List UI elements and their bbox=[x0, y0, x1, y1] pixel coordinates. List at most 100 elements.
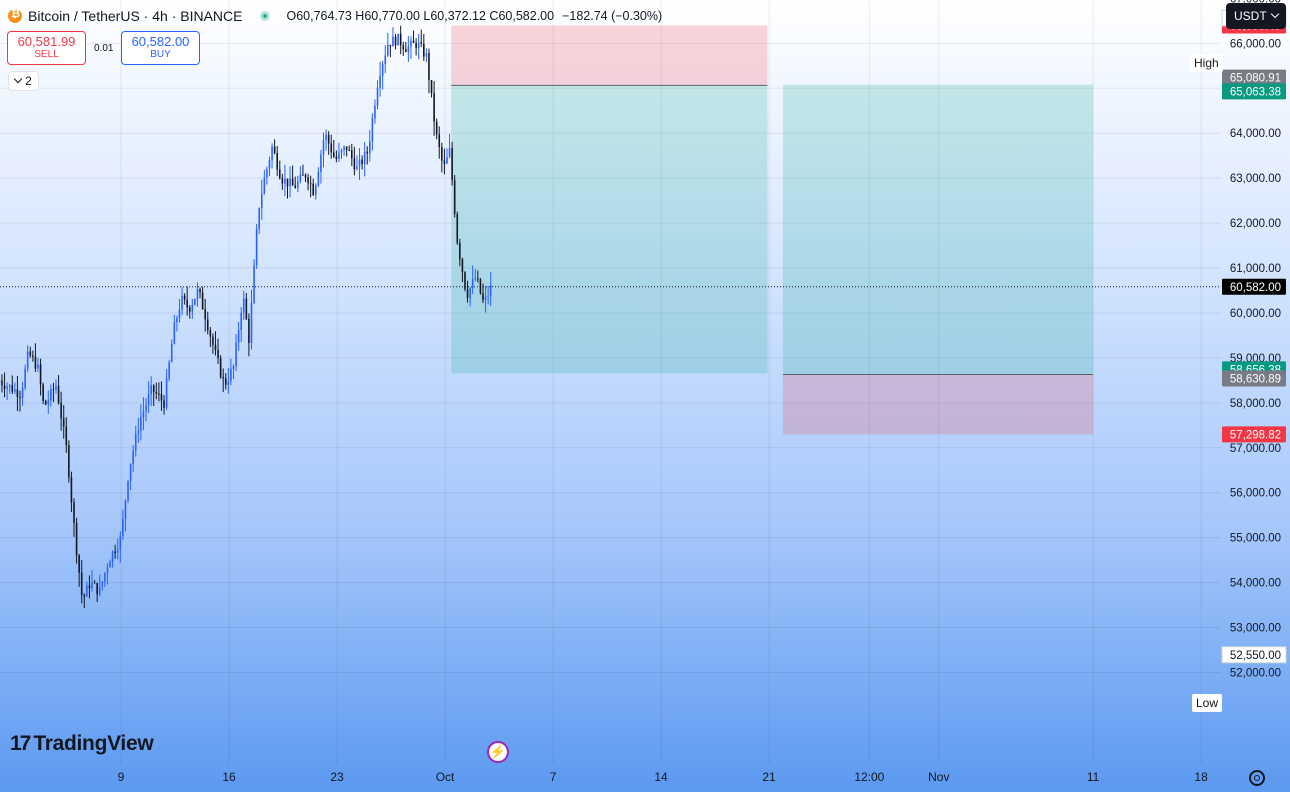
sell-label: SELL bbox=[34, 49, 59, 60]
candle-body bbox=[343, 146, 345, 150]
candle-body bbox=[127, 481, 129, 501]
y-tick-label: 52,000.00 bbox=[1230, 667, 1281, 679]
candle-body bbox=[62, 418, 65, 427]
candle-body bbox=[304, 175, 307, 178]
candle-body bbox=[484, 296, 487, 301]
candle-body bbox=[443, 160, 446, 164]
last-price-value: 60,582.00 bbox=[1230, 282, 1281, 294]
gear-icon[interactable] bbox=[1249, 770, 1265, 786]
candle-body bbox=[379, 75, 381, 88]
candle-body bbox=[152, 385, 155, 393]
candle-body bbox=[147, 394, 150, 406]
profit-zone[interactable] bbox=[451, 85, 768, 374]
candle-body bbox=[302, 174, 304, 176]
candle-body bbox=[237, 330, 240, 343]
candle-body bbox=[474, 278, 477, 280]
buy-button[interactable]: 60,582.00 BUY bbox=[121, 31, 200, 65]
candle-body bbox=[312, 183, 315, 195]
candle-body bbox=[199, 288, 201, 293]
candle-body bbox=[374, 105, 376, 119]
candle-body bbox=[145, 405, 147, 412]
candle-body bbox=[466, 289, 469, 298]
candle-body bbox=[240, 312, 242, 331]
candle-body bbox=[345, 146, 348, 150]
candle-body bbox=[276, 153, 279, 170]
candle-body bbox=[55, 385, 57, 390]
candle-body bbox=[425, 53, 428, 57]
candle-body bbox=[327, 134, 330, 144]
candle-body bbox=[93, 582, 96, 584]
currency-select[interactable]: USDT bbox=[1226, 3, 1286, 29]
candle-body bbox=[397, 33, 399, 46]
candle-body bbox=[389, 44, 392, 47]
candle-body bbox=[332, 152, 335, 157]
bitcoin-icon bbox=[8, 8, 22, 23]
candle-body bbox=[173, 322, 176, 344]
tradingview-logo[interactable]: 17 TradingView bbox=[10, 732, 154, 756]
candle-body bbox=[24, 368, 26, 388]
y-tick-label: 58,000.00 bbox=[1230, 398, 1281, 410]
profit-zone[interactable] bbox=[782, 84, 1094, 375]
chevron-down-icon bbox=[13, 74, 23, 84]
short-entry-badge bbox=[1222, 83, 1286, 100]
candle-body bbox=[181, 295, 183, 310]
candle-body bbox=[8, 385, 11, 387]
candle-body bbox=[330, 143, 333, 153]
candle-body bbox=[268, 160, 271, 169]
candle-body bbox=[363, 151, 366, 164]
candle-body bbox=[122, 518, 124, 537]
candle-body bbox=[70, 477, 73, 503]
candle-body bbox=[219, 358, 222, 377]
candle-body bbox=[116, 549, 119, 553]
y-tick-label: 56,000.00 bbox=[1230, 488, 1281, 500]
candle-body bbox=[464, 272, 466, 290]
high-label: High bbox=[1190, 54, 1223, 72]
candle-body bbox=[132, 450, 134, 464]
candle-body bbox=[86, 585, 88, 597]
candle-body bbox=[286, 178, 289, 187]
stop-zone[interactable] bbox=[782, 374, 1094, 435]
candle-body bbox=[222, 376, 224, 379]
candle-body bbox=[106, 567, 109, 574]
candle-body bbox=[42, 384, 44, 401]
candle-body bbox=[317, 171, 320, 186]
candle-body bbox=[34, 356, 37, 369]
candle-body bbox=[212, 336, 214, 345]
lightning-icon[interactable]: ⚡ bbox=[487, 741, 509, 763]
candle-body bbox=[206, 319, 209, 331]
price-change: −182.74 (−0.30%) bbox=[562, 9, 663, 23]
candle-body bbox=[168, 362, 170, 379]
candle-body bbox=[255, 228, 258, 266]
candle-body bbox=[160, 394, 163, 401]
x-tick-label: 14 bbox=[654, 770, 668, 784]
candle-body bbox=[209, 330, 212, 337]
candle-body bbox=[65, 426, 68, 445]
candle-body bbox=[410, 40, 412, 47]
candle-body bbox=[101, 581, 104, 587]
tradingview-logo-icon: 17 bbox=[10, 732, 31, 755]
symbol-title[interactable]: Bitcoin / TetherUS · 4h · BINANCE bbox=[28, 8, 243, 24]
candle-body bbox=[14, 389, 16, 392]
candle-body bbox=[158, 393, 160, 395]
currency-label: USDT bbox=[1234, 9, 1267, 23]
stop-zone[interactable] bbox=[451, 25, 768, 86]
candle-body bbox=[453, 180, 456, 214]
long-target-value: 65,080.91 bbox=[1230, 73, 1281, 85]
candle-body bbox=[80, 572, 83, 595]
sell-button[interactable]: 60,581.99 SELL bbox=[7, 31, 86, 65]
candle-body bbox=[291, 178, 294, 186]
candle-body bbox=[307, 177, 309, 184]
indicators-toggle-button[interactable]: 2 bbox=[8, 71, 39, 91]
chevron-down-icon bbox=[1270, 9, 1280, 19]
candle-body bbox=[98, 586, 101, 595]
candle-body bbox=[39, 364, 42, 385]
candle-body bbox=[294, 185, 297, 188]
candle-body bbox=[448, 148, 451, 157]
candle-body bbox=[44, 400, 47, 405]
candle-body bbox=[369, 141, 371, 154]
candle-body bbox=[214, 344, 217, 351]
candle-body bbox=[248, 318, 250, 343]
x-tick-label: Nov bbox=[928, 770, 949, 784]
